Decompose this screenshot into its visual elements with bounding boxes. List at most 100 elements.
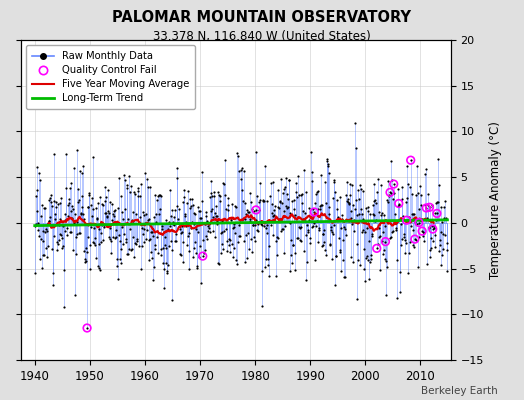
Point bbox=[319, 231, 327, 237]
Point bbox=[321, 178, 329, 185]
Point bbox=[291, 212, 300, 218]
Point bbox=[417, 202, 425, 208]
Point bbox=[107, 250, 115, 256]
Point bbox=[269, 232, 277, 238]
Point bbox=[411, 236, 419, 242]
Point bbox=[88, 195, 96, 201]
Point bbox=[139, 231, 147, 237]
Point bbox=[425, 225, 433, 231]
Point bbox=[297, 224, 305, 230]
Point bbox=[402, 199, 410, 206]
Point bbox=[137, 243, 146, 249]
Point bbox=[95, 240, 103, 247]
Point bbox=[89, 206, 97, 212]
Point bbox=[99, 236, 107, 243]
Point bbox=[232, 257, 241, 263]
Point bbox=[331, 282, 340, 288]
Point bbox=[92, 204, 101, 211]
Point bbox=[357, 206, 365, 212]
Point bbox=[241, 259, 249, 266]
Point bbox=[148, 255, 156, 261]
Point bbox=[208, 178, 216, 184]
Point bbox=[156, 191, 164, 198]
Point bbox=[132, 210, 140, 217]
Point bbox=[373, 245, 381, 252]
Point bbox=[341, 226, 349, 233]
Point bbox=[180, 187, 188, 193]
Point bbox=[193, 265, 201, 272]
Point bbox=[348, 220, 356, 227]
Point bbox=[177, 251, 185, 258]
Point bbox=[104, 207, 112, 214]
Point bbox=[343, 178, 352, 185]
Point bbox=[442, 247, 451, 253]
Point bbox=[368, 233, 376, 239]
Point bbox=[291, 267, 299, 274]
Point bbox=[159, 244, 167, 251]
Point bbox=[417, 191, 425, 198]
Point bbox=[346, 208, 355, 214]
Point bbox=[136, 193, 145, 200]
Point bbox=[411, 237, 420, 243]
Point bbox=[352, 197, 361, 203]
Point bbox=[116, 193, 125, 200]
Point bbox=[216, 193, 224, 200]
Point bbox=[216, 230, 225, 236]
Point bbox=[130, 240, 139, 246]
Point bbox=[328, 256, 336, 262]
Point bbox=[347, 254, 356, 261]
Point bbox=[252, 217, 260, 224]
Point bbox=[185, 248, 193, 254]
Point bbox=[189, 202, 197, 208]
Point bbox=[439, 246, 447, 252]
Point bbox=[379, 229, 387, 236]
Point bbox=[280, 207, 288, 214]
Point bbox=[290, 250, 299, 256]
Point bbox=[97, 239, 105, 245]
Point bbox=[300, 210, 309, 216]
Point bbox=[340, 224, 348, 230]
Point bbox=[133, 238, 141, 244]
Point bbox=[58, 235, 67, 241]
Point bbox=[298, 191, 306, 197]
Point bbox=[341, 232, 350, 238]
Point bbox=[319, 230, 327, 237]
Point bbox=[363, 208, 372, 214]
Point bbox=[286, 210, 294, 217]
Point bbox=[419, 229, 427, 235]
Point bbox=[271, 238, 280, 244]
Point bbox=[127, 246, 136, 253]
Point bbox=[415, 219, 423, 226]
Point bbox=[61, 210, 69, 217]
Point bbox=[434, 156, 442, 162]
Point bbox=[96, 230, 105, 236]
Point bbox=[308, 169, 316, 175]
Point bbox=[436, 204, 445, 210]
Point bbox=[85, 190, 94, 196]
Point bbox=[134, 192, 142, 199]
Point bbox=[285, 177, 293, 183]
Point bbox=[85, 192, 93, 198]
Point bbox=[188, 196, 196, 202]
Point bbox=[324, 163, 332, 170]
Point bbox=[143, 176, 151, 182]
Point bbox=[433, 210, 441, 217]
Point bbox=[211, 233, 220, 240]
Point bbox=[268, 213, 277, 220]
Point bbox=[435, 237, 444, 243]
Point bbox=[363, 225, 372, 232]
Point bbox=[332, 253, 341, 260]
Point bbox=[265, 243, 273, 249]
Point bbox=[339, 237, 347, 244]
Point bbox=[73, 147, 81, 154]
Point bbox=[384, 199, 392, 205]
Point bbox=[364, 256, 373, 263]
Point bbox=[56, 216, 64, 222]
Point bbox=[51, 216, 60, 223]
Point bbox=[353, 296, 361, 302]
Point bbox=[410, 211, 419, 217]
Point bbox=[293, 194, 301, 201]
Point bbox=[113, 256, 121, 262]
Point bbox=[131, 190, 139, 197]
Point bbox=[331, 188, 339, 195]
